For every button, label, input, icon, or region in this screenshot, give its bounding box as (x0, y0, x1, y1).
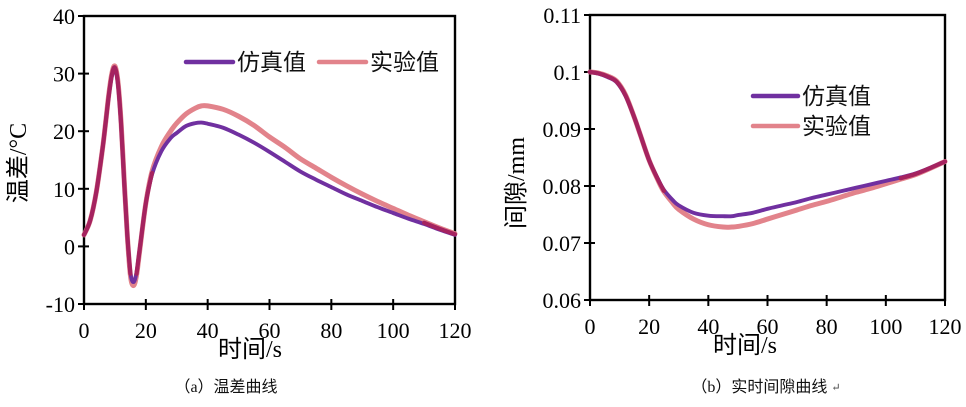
x-tick-label: 100 (869, 314, 902, 339)
y-tick-label: 0.08 (543, 174, 582, 199)
y-tick-label: 0.07 (543, 231, 582, 256)
series-overlap-line (587, 69, 667, 193)
caption-a: （a）温差曲线 (174, 378, 277, 396)
y-tick-label: 0.11 (543, 3, 581, 28)
y-tick-label: 10 (53, 177, 75, 202)
y-tick-label: 30 (53, 62, 75, 87)
x-tick-label: 80 (816, 314, 838, 339)
temperature-diff-panel: 0 20 40 60 80 100 120 40 30 20 10 0 -10 仿真值 实验值 时间/s 温… (5, 4, 472, 396)
legend-label: 实验值 (370, 50, 439, 75)
y-tick-label: 0 (64, 234, 75, 259)
series-overlap-line (421, 220, 458, 237)
y-tick-label: 20 (53, 119, 75, 144)
plot-border (588, 13, 947, 302)
x-tick-label: 0 (79, 318, 90, 343)
y-tick-label: 0.09 (543, 117, 582, 142)
legend-label: 仿真值 (237, 50, 306, 75)
x-tick-label: 100 (377, 318, 410, 343)
y-tick-label: 0.06 (543, 288, 582, 313)
x-tick-label: 40 (197, 318, 219, 343)
y-axis-title-b: 间隙/mm (503, 137, 530, 229)
x-tick-label: 60 (757, 314, 779, 339)
x-tick-label: 20 (135, 318, 157, 343)
legend-label: 实验值 (802, 114, 871, 139)
x-tick-label: 0 (585, 314, 596, 339)
caption-b-text: （b）实时间隙曲线 (691, 378, 827, 396)
x-tick-label: 120 (439, 318, 472, 343)
series-overlap-line (134, 170, 155, 276)
x-axis-title-a: 时间/s (218, 336, 282, 363)
gap-curve-panel: 0 20 40 60 80 100 120 0.11 0.1 0.09 0.08 0.07 0.06 仿真… (483, 0, 966, 407)
x-tick-label: 60 (259, 318, 281, 343)
plot-area-b: 0 20 40 60 80 100 120 0.11 0.1 0.09 0.08 0.07 0.06 仿真… (543, 3, 962, 339)
caption-b: （b）实时间隙曲线 ↵ (691, 378, 840, 396)
x-tick-label: 40 (697, 314, 719, 339)
x-tick-label: 20 (638, 314, 660, 339)
y-tick-label: -10 (46, 292, 75, 317)
y-axis-title-a: 温差/°C (5, 123, 32, 203)
x-tick-label: 120 (929, 314, 962, 339)
y-tick-label: 40 (53, 4, 75, 29)
series-overlap-line (81, 65, 133, 276)
y-tick-label: 0.1 (554, 60, 582, 85)
legend-label: 仿真值 (802, 84, 871, 109)
x-tick-label: 80 (320, 318, 342, 343)
series-overlap-line (898, 159, 948, 181)
x-axis-title-b: 时间/s (713, 332, 777, 359)
gap-curve-chart: 0 20 40 60 80 100 120 0.11 0.1 0.09 0.08 0.07 0.06 仿真… (503, 3, 962, 396)
caption-b-return-mark: ↵ (831, 382, 840, 394)
